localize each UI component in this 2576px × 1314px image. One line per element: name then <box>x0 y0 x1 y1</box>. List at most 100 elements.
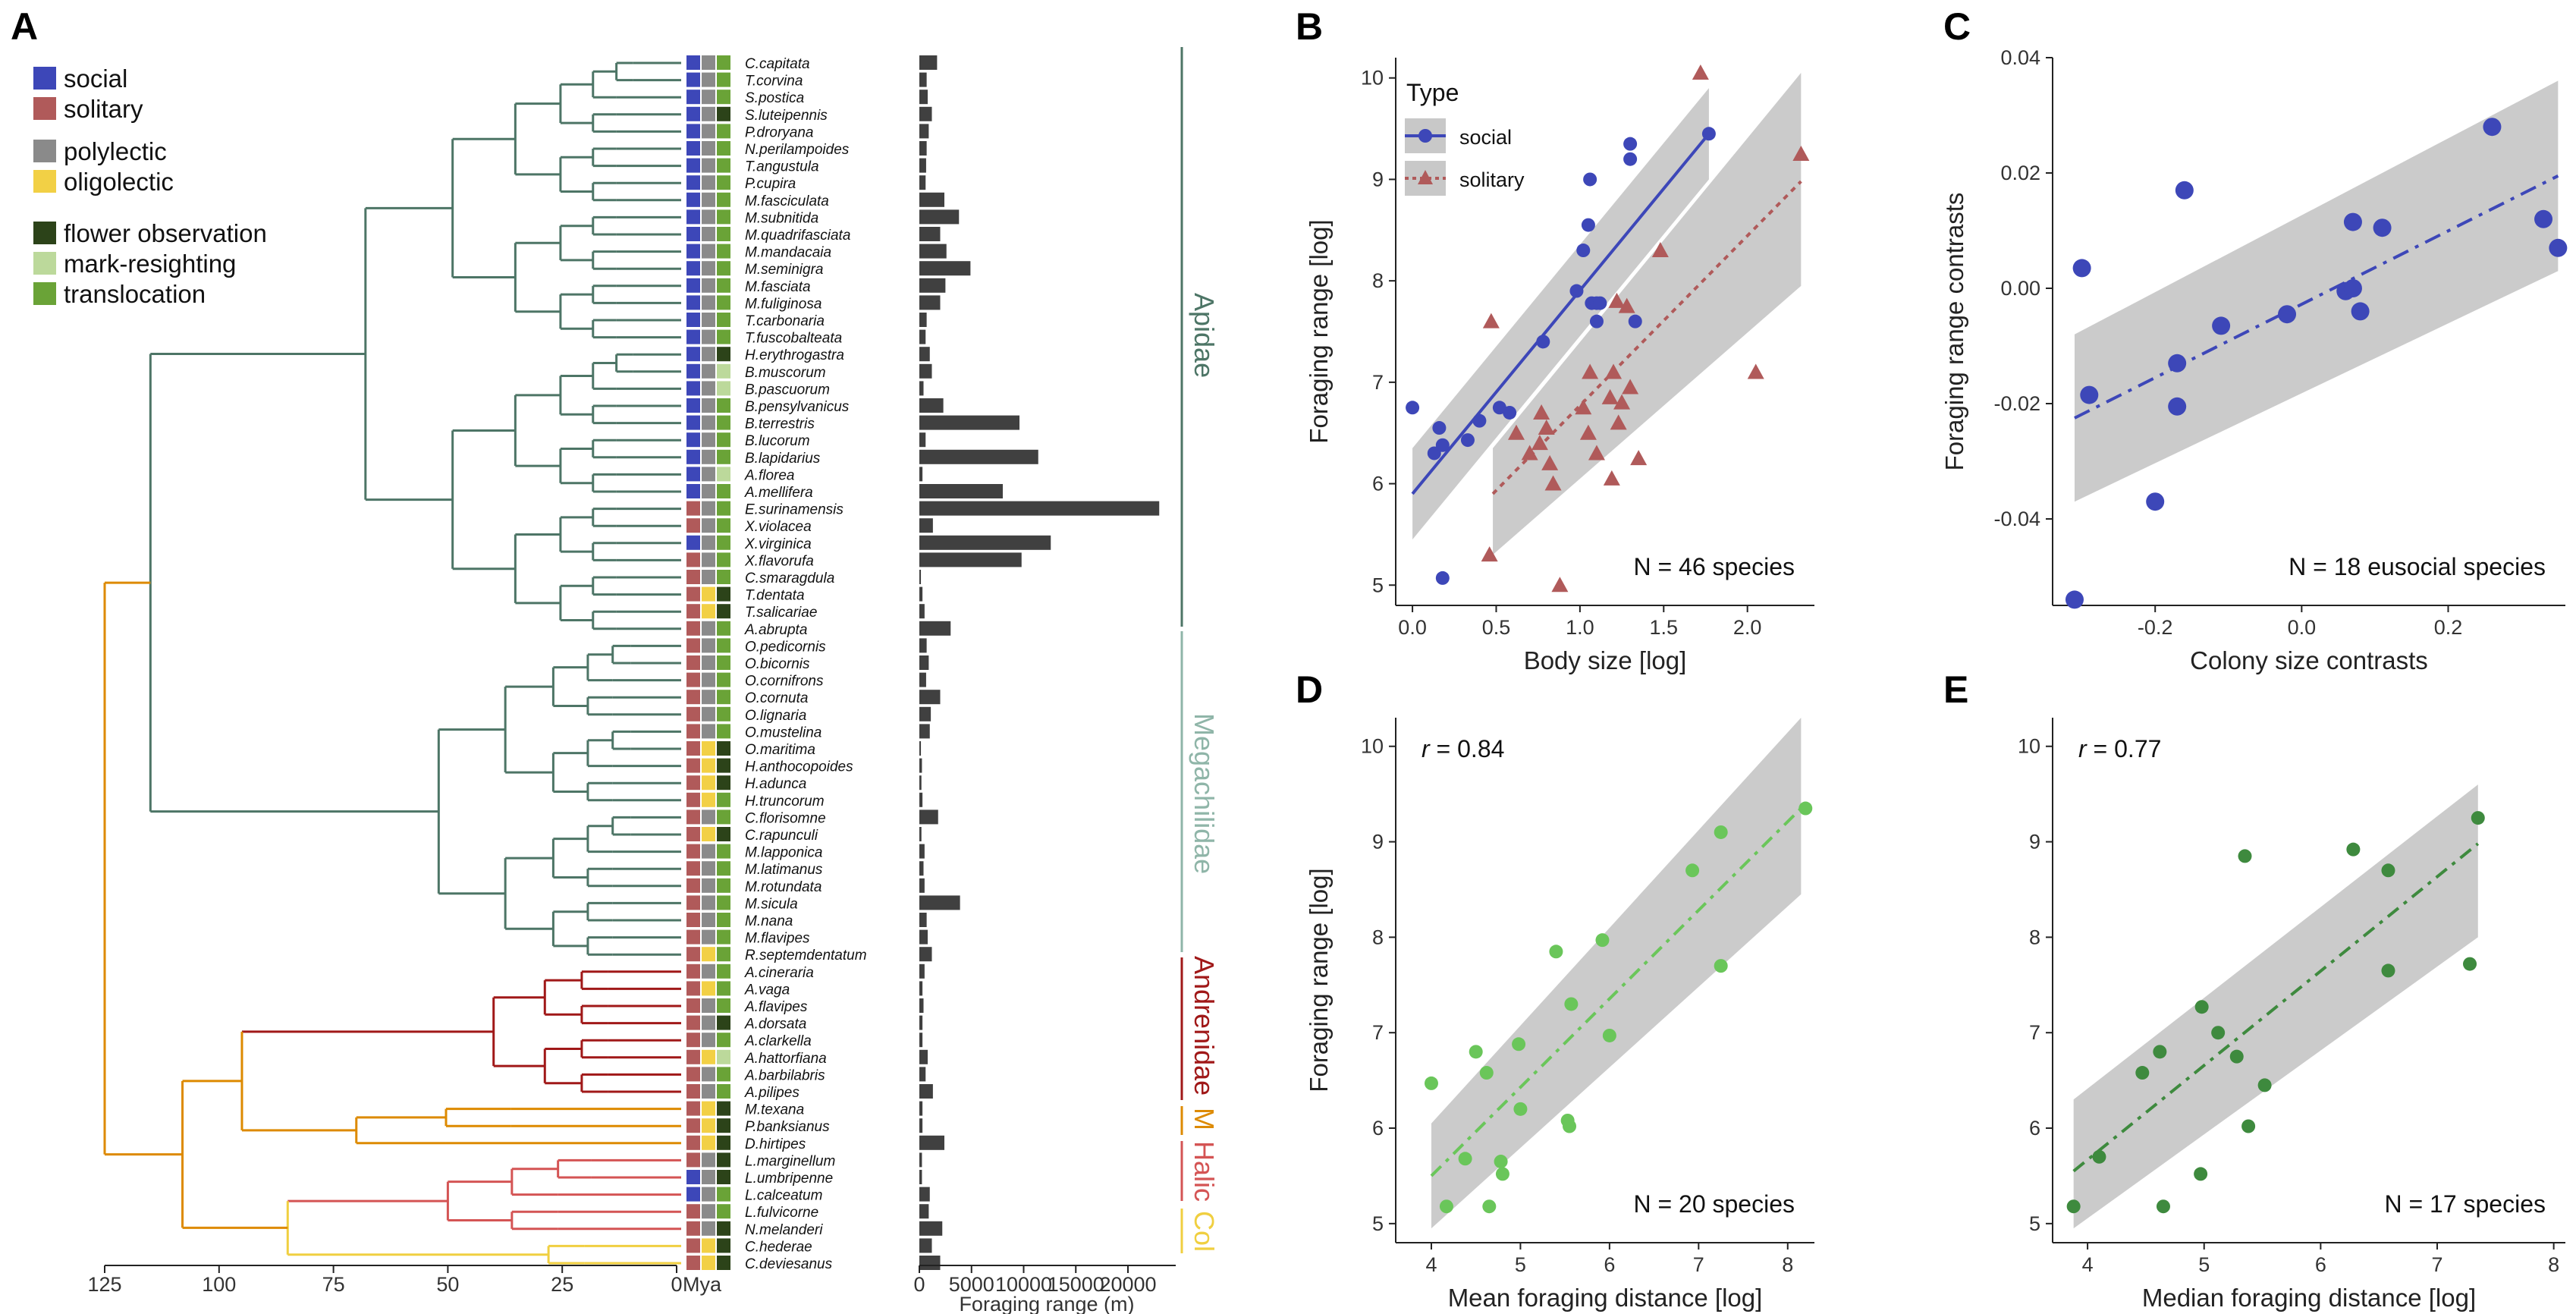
foraging-range-bar <box>919 209 960 225</box>
r-value: = 0.77 <box>2094 735 2162 762</box>
method-square <box>717 1033 730 1048</box>
sociality-square <box>686 484 700 498</box>
diet-square <box>702 724 715 739</box>
data-point <box>1581 218 1595 232</box>
diet-square <box>702 1187 715 1202</box>
data-point <box>1492 401 1506 415</box>
diet-square <box>702 895 715 910</box>
data-point <box>2080 385 2099 404</box>
diet-square <box>702 792 715 807</box>
panel-d-scatter: 4 5 6 7 8 5 6 7 8 9 10 Mean foraging distance [log]… <box>1305 718 1814 1312</box>
sociality-square <box>686 141 700 156</box>
x-axis-label: Colony size contrasts <box>2190 646 2428 674</box>
method-square <box>717 552 730 567</box>
sociality-square <box>686 261 700 276</box>
method-square <box>717 1135 730 1150</box>
foraging-range-bar <box>919 878 925 893</box>
species-name: S.luteipennis <box>745 108 828 124</box>
sociality-square <box>686 518 700 533</box>
sociality-square <box>686 192 700 207</box>
sociality-square <box>686 55 700 70</box>
method-square <box>717 227 730 241</box>
method-square <box>717 1101 730 1116</box>
sociality-square <box>686 621 700 636</box>
data-point <box>1623 152 1638 166</box>
data-point <box>1630 450 1648 466</box>
data-point <box>1531 435 1548 451</box>
sociality-square <box>686 363 700 379</box>
diet-square <box>702 570 715 584</box>
clade-label-megachilidae: Megachilidae <box>1189 713 1220 874</box>
method-square <box>717 244 730 259</box>
y-axis-label: Foraging range contrasts <box>1940 193 1968 471</box>
species-name: A.barbilabris <box>744 1067 825 1083</box>
panel-label-c: C <box>1943 5 1971 48</box>
foraging-range-bar <box>919 690 941 705</box>
diet-square <box>702 998 715 1013</box>
data-point <box>1747 363 1764 379</box>
legend-swatch-oligolectic <box>33 170 56 193</box>
method-square <box>717 586 730 602</box>
sociality-square <box>686 1033 700 1048</box>
data-point <box>1507 424 1525 440</box>
species-name: C.rapunculi <box>745 828 818 844</box>
foraging-range-bar <box>919 1033 923 1048</box>
tree-axis-tick-label: 25 <box>551 1273 573 1296</box>
method-square <box>717 381 730 396</box>
foraging-range-bar <box>919 467 923 482</box>
foraging-range-bar <box>919 1049 928 1064</box>
method-square <box>717 1084 730 1099</box>
diet-square <box>702 1221 715 1236</box>
foraging-range-bar <box>919 1256 941 1270</box>
data-point <box>1536 335 1550 349</box>
data-point <box>1798 801 1813 816</box>
diet-square <box>702 1238 715 1253</box>
species-name: C.florisomne <box>745 810 826 826</box>
annotation-n: N = 18 eusocial species <box>2289 553 2546 580</box>
diet-square <box>702 518 715 533</box>
method-square <box>717 90 730 105</box>
species-name: A.pilipes <box>744 1085 800 1101</box>
data-point <box>2175 181 2194 200</box>
sociality-square <box>686 724 700 739</box>
data-point <box>2463 957 2477 971</box>
foraging-range-bar <box>919 947 932 962</box>
species-name: O.cornifrons <box>745 674 824 690</box>
foraging-range-bar <box>919 449 1038 464</box>
x-tick-label: 5 <box>1515 1253 1526 1276</box>
sociality-square <box>686 655 700 670</box>
species-name: T.salicariae <box>745 605 817 621</box>
diet-square <box>702 655 715 670</box>
foraging-range-bar <box>919 929 928 945</box>
data-point <box>2346 842 2361 857</box>
diet-square <box>702 124 715 139</box>
foraging-range-bar <box>919 621 951 636</box>
data-point <box>1427 446 1441 461</box>
sociality-square <box>686 1015 700 1030</box>
data-point <box>1503 405 1517 420</box>
data-point <box>2092 1149 2106 1164</box>
data-point <box>1563 1119 1577 1133</box>
y-tick-label: -0.04 <box>1993 508 2040 530</box>
foraging-range-bar <box>919 963 925 979</box>
data-point <box>2229 1049 2244 1064</box>
diet-square <box>702 484 715 498</box>
data-point <box>1541 454 1559 470</box>
y-tick-label: 10 <box>1361 67 1384 90</box>
diet-square <box>702 1101 715 1116</box>
tree-axis-tick-label: 100 <box>202 1273 236 1296</box>
foraging-range-bar <box>919 106 932 121</box>
method-square <box>717 895 730 910</box>
data-point <box>1579 424 1597 440</box>
bar-axis-tick-label: 5000 <box>949 1273 994 1296</box>
y-tick-label: 9 <box>1372 831 1384 853</box>
tree-axis-tick-label: 0 <box>671 1273 682 1296</box>
species-name: O.bicornis <box>745 656 810 672</box>
foraging-range-bar <box>919 535 1051 550</box>
sociality-square <box>686 227 700 241</box>
foraging-range-bar <box>919 313 927 327</box>
method-square <box>717 809 730 825</box>
foraging-range-bar <box>919 398 944 413</box>
sociality-square <box>686 313 700 327</box>
